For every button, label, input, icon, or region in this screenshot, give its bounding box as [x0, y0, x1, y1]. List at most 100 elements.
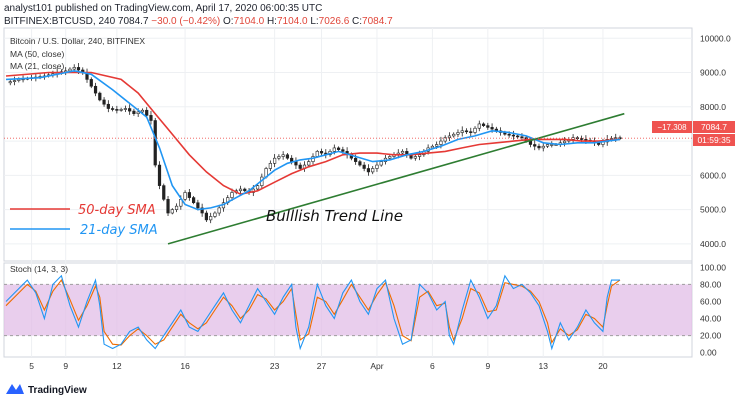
candle-body [545, 144, 550, 147]
candle-body [243, 188, 247, 192]
ma50-line [5, 71, 621, 196]
price-tick-label: 6000.0 [700, 170, 726, 180]
candles [8, 62, 622, 224]
candle-body [315, 151, 319, 157]
legend-title: Bitcoin / U.S. Dollar, 240, BITFINEX [10, 36, 145, 46]
candle-body [580, 138, 584, 140]
sma50-annotation: 50-day SMA [78, 203, 156, 218]
stoch-tick-label: 100.00 [700, 262, 726, 272]
candle-body [89, 79, 93, 87]
candle-body [435, 144, 439, 147]
candle-body [76, 67, 81, 71]
publisher-line: analyst101 published on TradingView.com,… [4, 3, 322, 14]
time-tick-label: 23 [270, 361, 280, 371]
candle-body [528, 140, 533, 145]
close-label: C: [352, 16, 363, 27]
candle-body [187, 192, 191, 198]
symbol-text: BITFINEX:BTCUSD, 240 [4, 16, 116, 27]
candle-body [366, 168, 371, 173]
stoch-axis[interactable]: 100.00 80.00 60.00 40.00 20.00 0.00 [700, 262, 726, 357]
low-value: 7026.6 [318, 16, 350, 27]
candle-body [145, 109, 149, 116]
stoch-tick-label: 40.00 [700, 314, 722, 324]
low-label: L: [310, 16, 319, 27]
candle-body [511, 134, 516, 137]
candle-body [362, 164, 366, 169]
candle-body [102, 99, 106, 105]
candle-body [550, 144, 554, 146]
legend-ma50: MA (50, close) [10, 49, 64, 59]
time-tick-label: Apr [370, 361, 383, 371]
change-tag-bg [652, 121, 692, 133]
candle-body [140, 109, 145, 113]
time-tick-label: 6 [430, 361, 435, 371]
candle-body [98, 92, 102, 101]
legend-ma21: MA (21, close) [10, 61, 64, 71]
candle-body [439, 140, 443, 145]
open-label: O: [223, 16, 234, 27]
change-tag: −17.308 [657, 123, 687, 132]
stoch-tick-label: 20.00 [700, 331, 722, 341]
stoch-tick-label: 0.00 [700, 348, 717, 358]
tradingview-logo[interactable]: TradingView [6, 384, 87, 396]
candle-body [93, 85, 98, 94]
candle-body [456, 132, 460, 135]
time-axis[interactable]: 5 9 12 16 23 27 Apr 6 9 13 20 [29, 361, 608, 371]
price-tick-label: 4000.0 [700, 239, 726, 249]
time-tick-label: 20 [598, 361, 608, 371]
trend-annotation: Bulllish Trend Line [266, 207, 403, 225]
candle-body [375, 164, 379, 169]
candle-body [106, 103, 110, 109]
candle-body [460, 130, 464, 133]
open-value: 7104.0 [233, 16, 265, 27]
candle-body [72, 67, 76, 70]
time-tick-label: 9 [63, 361, 68, 371]
candle-body [204, 212, 209, 221]
candle-body [464, 130, 469, 133]
price-tag: 7084.7 [701, 122, 727, 132]
candle-body [336, 147, 341, 150]
stoch-k-line [5, 274, 620, 351]
candle-body [128, 108, 132, 112]
candle-body [230, 192, 234, 198]
candle-body [477, 123, 481, 129]
tradingview-logo-icon [6, 384, 24, 394]
candle-body [268, 163, 272, 169]
time-tick-label: 13 [539, 361, 549, 371]
candle-body [110, 108, 115, 110]
candle-body [388, 156, 392, 159]
candle-body [430, 145, 434, 149]
timer-tag-bg [693, 134, 735, 146]
candle-body [170, 209, 174, 214]
stoch-tick-label: 60.00 [700, 296, 722, 306]
candle-body [281, 154, 285, 157]
candle-body [469, 131, 473, 133]
candle-body [341, 149, 345, 152]
candle-body [319, 151, 324, 154]
candle-body [614, 137, 618, 139]
candle-body [136, 111, 140, 114]
candle-body [162, 185, 166, 200]
time-tick-label: 16 [180, 361, 190, 371]
last-price: 7084.7 [117, 16, 149, 27]
candle-body [417, 154, 422, 157]
candle-body [285, 154, 290, 159]
candle-body [12, 80, 17, 82]
candle-body [174, 205, 179, 210]
publisher-text: analyst101 published on TradingView.com,… [4, 3, 323, 14]
price-tick-label: 10000.0 [700, 33, 731, 43]
candle-body [452, 133, 456, 137]
candle-body [149, 115, 153, 121]
candle-body [541, 145, 545, 149]
price-tick-label: 8000.0 [700, 102, 726, 112]
candle-body [213, 212, 217, 217]
candle-body [166, 199, 170, 214]
candle-body [584, 139, 588, 141]
candle-body [209, 216, 213, 221]
candle-body [507, 133, 511, 136]
candle-body [123, 108, 127, 110]
candle-body [332, 147, 336, 152]
candle-body [379, 161, 383, 166]
candle-body [132, 110, 136, 114]
